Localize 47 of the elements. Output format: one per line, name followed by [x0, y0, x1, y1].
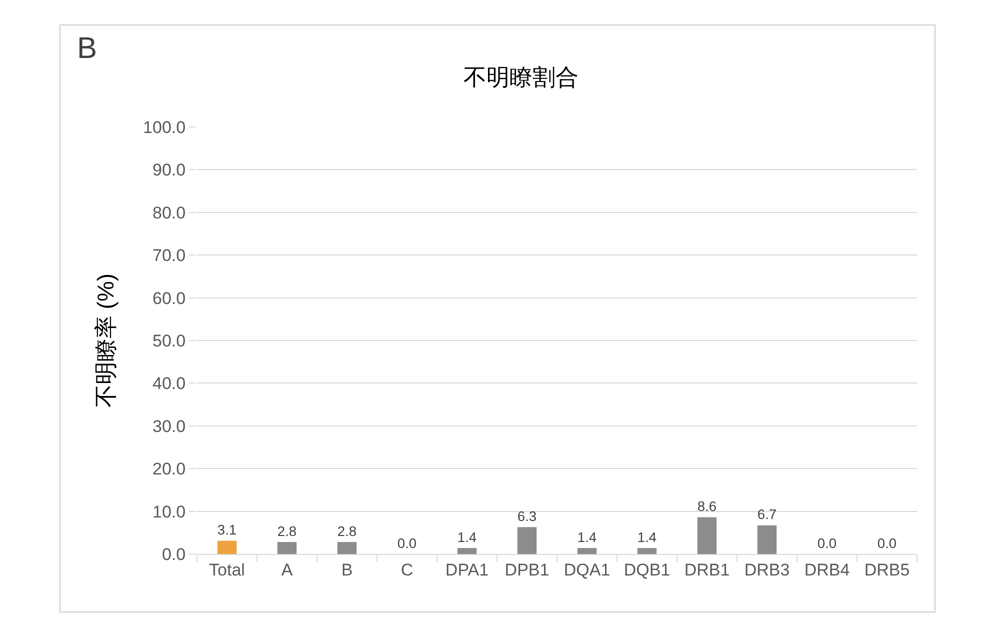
- y-tick-label: 30.0: [152, 416, 186, 436]
- bar: [277, 542, 297, 554]
- chart-title: 不明瞭割合: [464, 64, 578, 90]
- y-tick-label: 100.0: [143, 118, 186, 137]
- y-tick-label: 10.0: [152, 502, 186, 522]
- data-label: 8.6: [697, 499, 717, 514]
- text: B: [77, 32, 98, 65]
- y-tick-label: 40.0: [152, 374, 186, 394]
- data-label: 6.7: [757, 507, 777, 522]
- x-tick-label: DQA1: [564, 560, 610, 580]
- bar: [457, 548, 477, 554]
- x-tick-label: DPA1: [445, 560, 489, 580]
- data-label: 1.4: [637, 530, 657, 545]
- data-label: 1.4: [457, 530, 477, 545]
- bar: [337, 542, 357, 554]
- x-tick-label: DRB3: [744, 560, 790, 580]
- data-label: 0.0: [877, 536, 897, 551]
- y-axis-title: 不明瞭率 (%): [92, 273, 119, 408]
- x-tick-label: DRB5: [864, 560, 910, 580]
- x-tick-label: DPB1: [504, 560, 550, 580]
- x-tick-label: DQB1: [624, 560, 670, 580]
- x-tick-label: A: [281, 560, 294, 580]
- bar: [757, 525, 777, 554]
- bar: [697, 517, 717, 554]
- x-tick-label: B: [341, 560, 353, 580]
- data-label: 1.4: [577, 530, 597, 545]
- y-tick-label: 80.0: [152, 203, 186, 222]
- y-tick-label: 20.0: [152, 460, 186, 479]
- data-label: 0.0: [817, 536, 837, 551]
- y-tick-label: 70.0: [152, 246, 186, 266]
- bar: [517, 527, 537, 554]
- x-tick-label: DRB4: [804, 560, 850, 580]
- bar: [637, 548, 657, 554]
- y-tick-label: 50.0: [152, 331, 186, 350]
- y-tick-label: 90.0: [152, 160, 186, 180]
- x-tick-label: C: [400, 560, 414, 580]
- x-tick-label: Total: [209, 560, 245, 580]
- bar: [217, 540, 237, 554]
- data-label: 2.8: [277, 524, 297, 539]
- y-tick-label: 60.0: [152, 288, 186, 308]
- data-label: 2.8: [337, 524, 357, 539]
- data-label: 6.3: [517, 508, 537, 524]
- x-tick-label: DRB1: [684, 560, 730, 580]
- y-tick-label: 0.0: [162, 544, 186, 564]
- data-label: 3.1: [217, 522, 237, 538]
- bar: [577, 548, 597, 554]
- data-label: 0.0: [397, 536, 417, 551]
